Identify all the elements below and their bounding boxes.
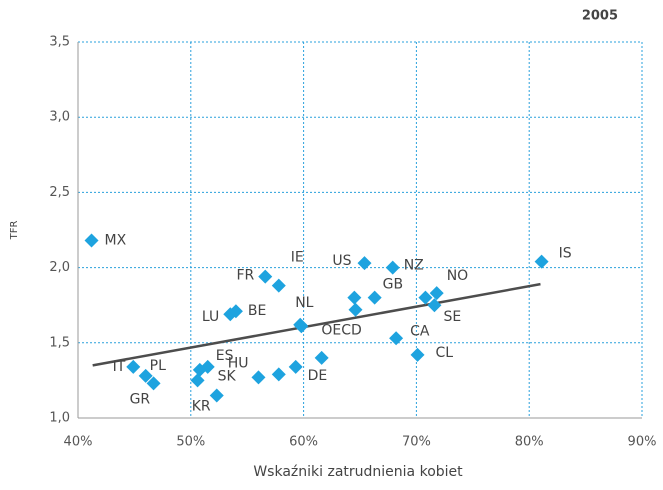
point bbox=[251, 370, 266, 385]
point-label: ES bbox=[216, 348, 234, 364]
point bbox=[288, 359, 303, 374]
point-label: CA bbox=[410, 323, 430, 339]
point-label: NZ bbox=[404, 258, 424, 274]
point-label: DE bbox=[308, 368, 328, 384]
x-tick-label: 80% bbox=[515, 435, 544, 450]
point-label: IE bbox=[291, 250, 304, 266]
point-label: SK bbox=[218, 368, 237, 384]
point bbox=[347, 290, 362, 305]
trend-line bbox=[92, 282, 541, 367]
y-tick-label: 1,5 bbox=[49, 335, 70, 350]
point bbox=[190, 373, 205, 388]
chart-title: 2005 bbox=[582, 9, 618, 24]
point bbox=[146, 376, 161, 391]
point-label: PL bbox=[150, 358, 166, 374]
point bbox=[385, 260, 400, 275]
point bbox=[258, 269, 273, 284]
point bbox=[357, 256, 372, 271]
point-label: FR bbox=[236, 268, 254, 284]
point bbox=[348, 302, 363, 317]
point-label: KR bbox=[192, 398, 211, 414]
x-tick-label: 40% bbox=[64, 435, 93, 450]
x-tick-label: 60% bbox=[289, 435, 318, 450]
point-label: IT bbox=[113, 359, 126, 375]
point bbox=[427, 298, 442, 313]
point bbox=[192, 362, 207, 377]
y-tick-label: 2,0 bbox=[49, 260, 70, 275]
point-label: GB bbox=[383, 277, 403, 293]
point bbox=[271, 367, 286, 382]
point-label: OECD bbox=[321, 322, 361, 338]
point bbox=[314, 350, 329, 365]
point bbox=[418, 290, 433, 305]
point-label: IS bbox=[559, 246, 572, 262]
point bbox=[228, 304, 243, 319]
point bbox=[138, 368, 153, 383]
point-label: US bbox=[332, 253, 351, 269]
point bbox=[126, 359, 141, 374]
point-label: SE bbox=[443, 309, 461, 325]
point bbox=[389, 331, 404, 346]
point bbox=[410, 347, 425, 362]
point bbox=[367, 290, 382, 305]
x-tick-label: 50% bbox=[176, 435, 205, 450]
point-label: LU bbox=[202, 309, 219, 325]
point bbox=[294, 319, 309, 334]
point bbox=[209, 388, 224, 403]
point bbox=[429, 286, 444, 301]
point bbox=[84, 233, 99, 248]
x-axis-label: Wskaźniki zatrudnienia kobiet bbox=[253, 464, 463, 480]
point-label: NO bbox=[447, 268, 469, 284]
point-label: GR bbox=[130, 391, 151, 407]
point bbox=[534, 254, 549, 269]
point bbox=[271, 278, 286, 293]
point-label: CL bbox=[436, 345, 454, 361]
x-tick-label: 70% bbox=[402, 435, 431, 450]
point-label: NL bbox=[295, 295, 313, 311]
point-label: MX bbox=[105, 233, 127, 249]
y-axis-label: TFR bbox=[9, 221, 20, 241]
y-tick-label: 3,5 bbox=[49, 35, 70, 50]
point-label: HU bbox=[228, 355, 249, 371]
y-tick-label: 1,0 bbox=[49, 411, 70, 426]
x-tick-label: 90% bbox=[628, 435, 657, 450]
point-label: BE bbox=[248, 303, 266, 319]
y-tick-label: 2,5 bbox=[49, 185, 70, 200]
y-tick-label: 3,0 bbox=[49, 110, 70, 125]
